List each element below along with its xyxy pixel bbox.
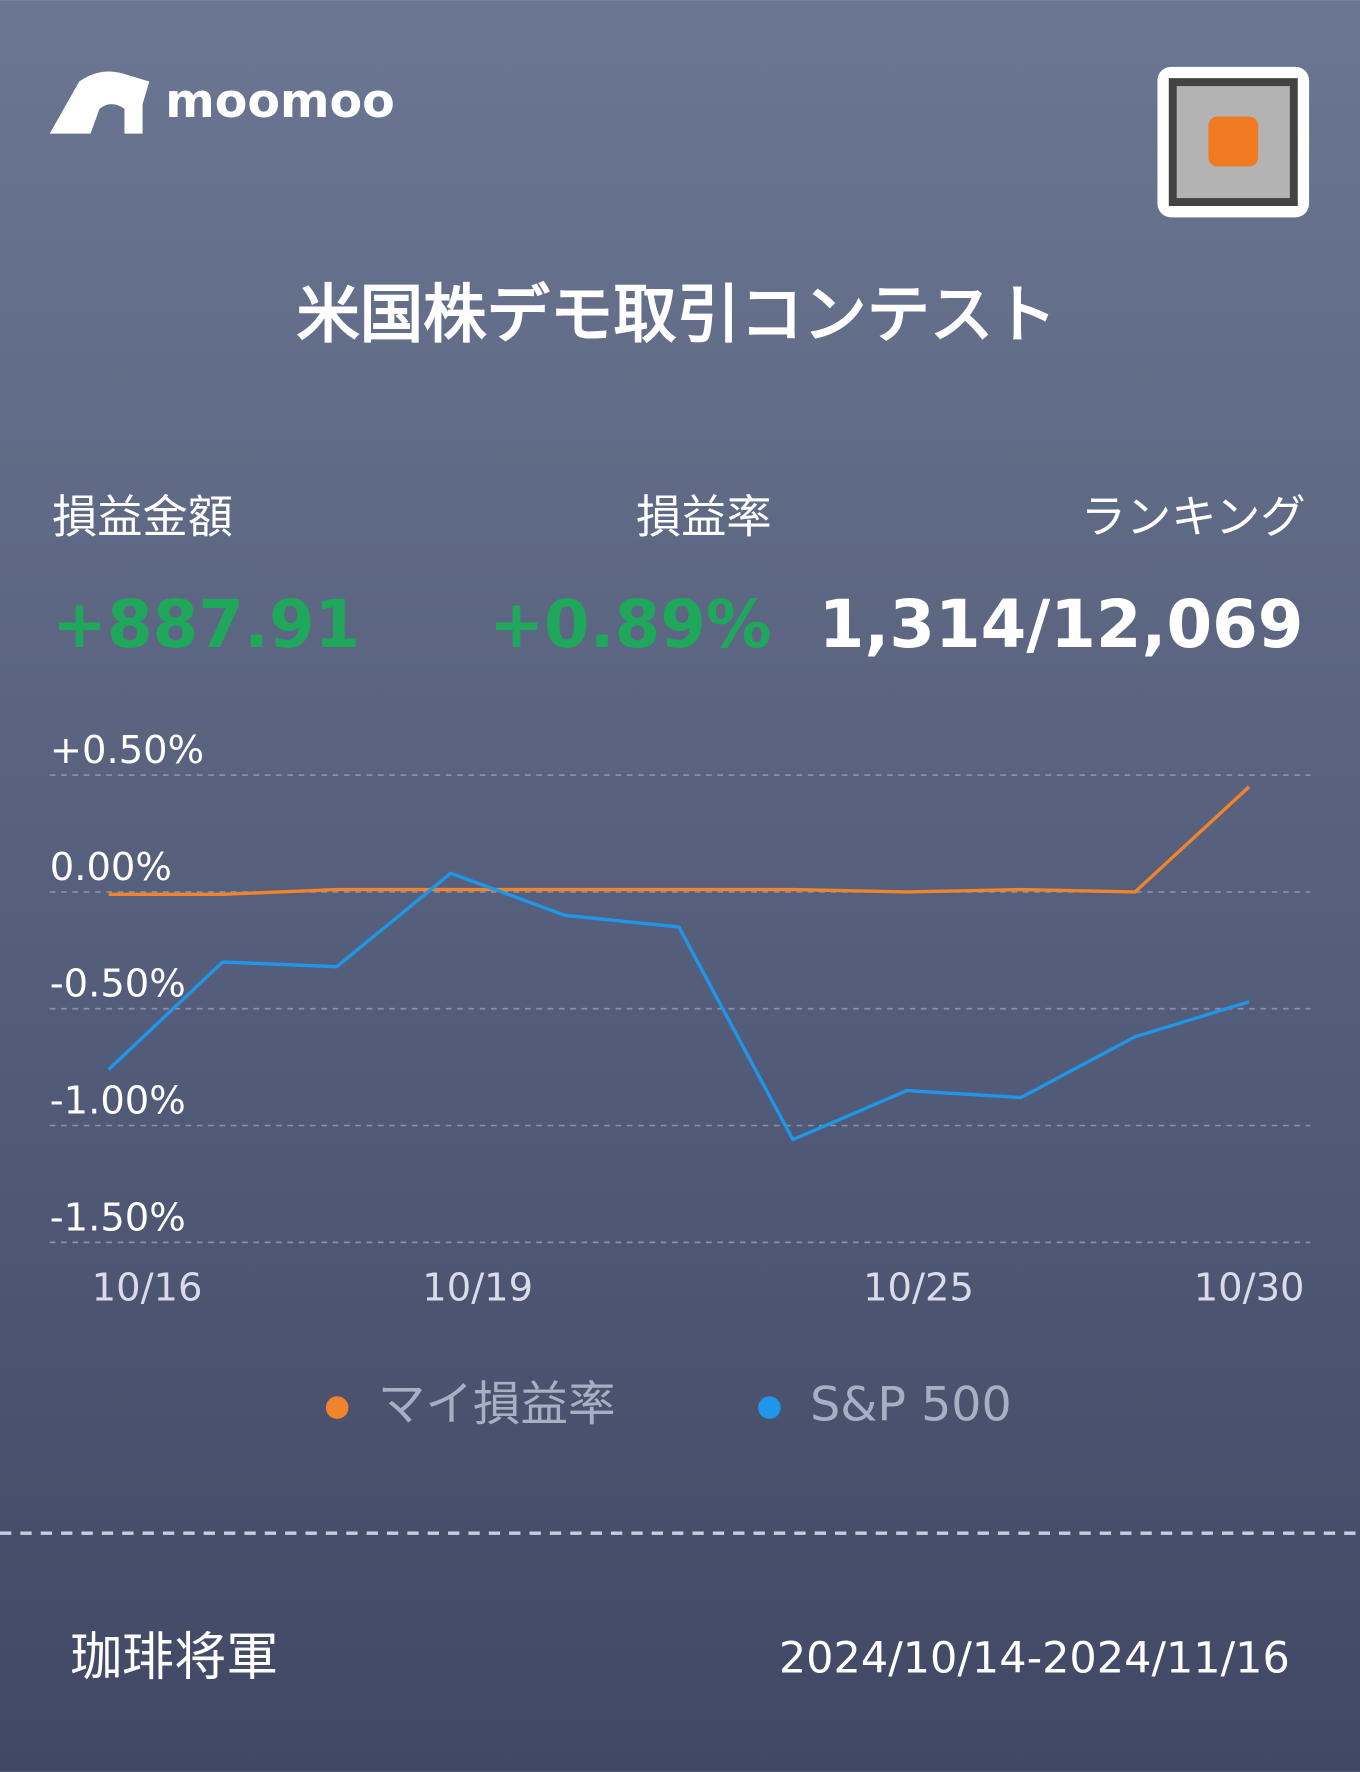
series-line [108, 785, 1251, 896]
title: 米国株デモ取引コンテスト [296, 278, 1056, 352]
user-name: 珈琲将軍 [70, 1628, 278, 1688]
series-line [107, 871, 1250, 1142]
stat-label: 損益率 [636, 491, 772, 544]
y-tick-label: 0.00% [50, 845, 172, 890]
legend-dot [325, 1396, 349, 1419]
brand: moomoo [165, 74, 395, 129]
legend-label: S&P 500 [810, 1378, 1012, 1433]
x-tick-label: 10/25 [863, 1265, 974, 1310]
stat-value: +0.89% [489, 587, 772, 663]
x-tick-label: 10/19 [422, 1265, 533, 1310]
stat-value: +887.91 [52, 587, 360, 663]
y-tick-label: -1.50% [50, 1195, 186, 1240]
y-tick-label: +0.50% [50, 728, 204, 773]
stat-value: 1,314/12,069 [819, 587, 1304, 663]
period: 2024/10/14-2024/11/16 [779, 1634, 1290, 1684]
y-tick-label: -1.00% [50, 1078, 186, 1123]
x-tick-label: 10/30 [1194, 1265, 1305, 1310]
stat-label: ランキング [1081, 491, 1306, 544]
stat-label: 損益金額 [52, 491, 233, 544]
chart: +0.50% 0.00% -0.50% -1.00% -1.50% 10/16 10/19 1… [49, 728, 1311, 1433]
qr-code [1157, 66, 1310, 218]
x-tick-label: 10/16 [92, 1265, 203, 1310]
legend-label: マイ損益率 [378, 1378, 616, 1433]
legend-dot [758, 1396, 781, 1419]
y-tick-label: -0.50% [50, 962, 186, 1007]
